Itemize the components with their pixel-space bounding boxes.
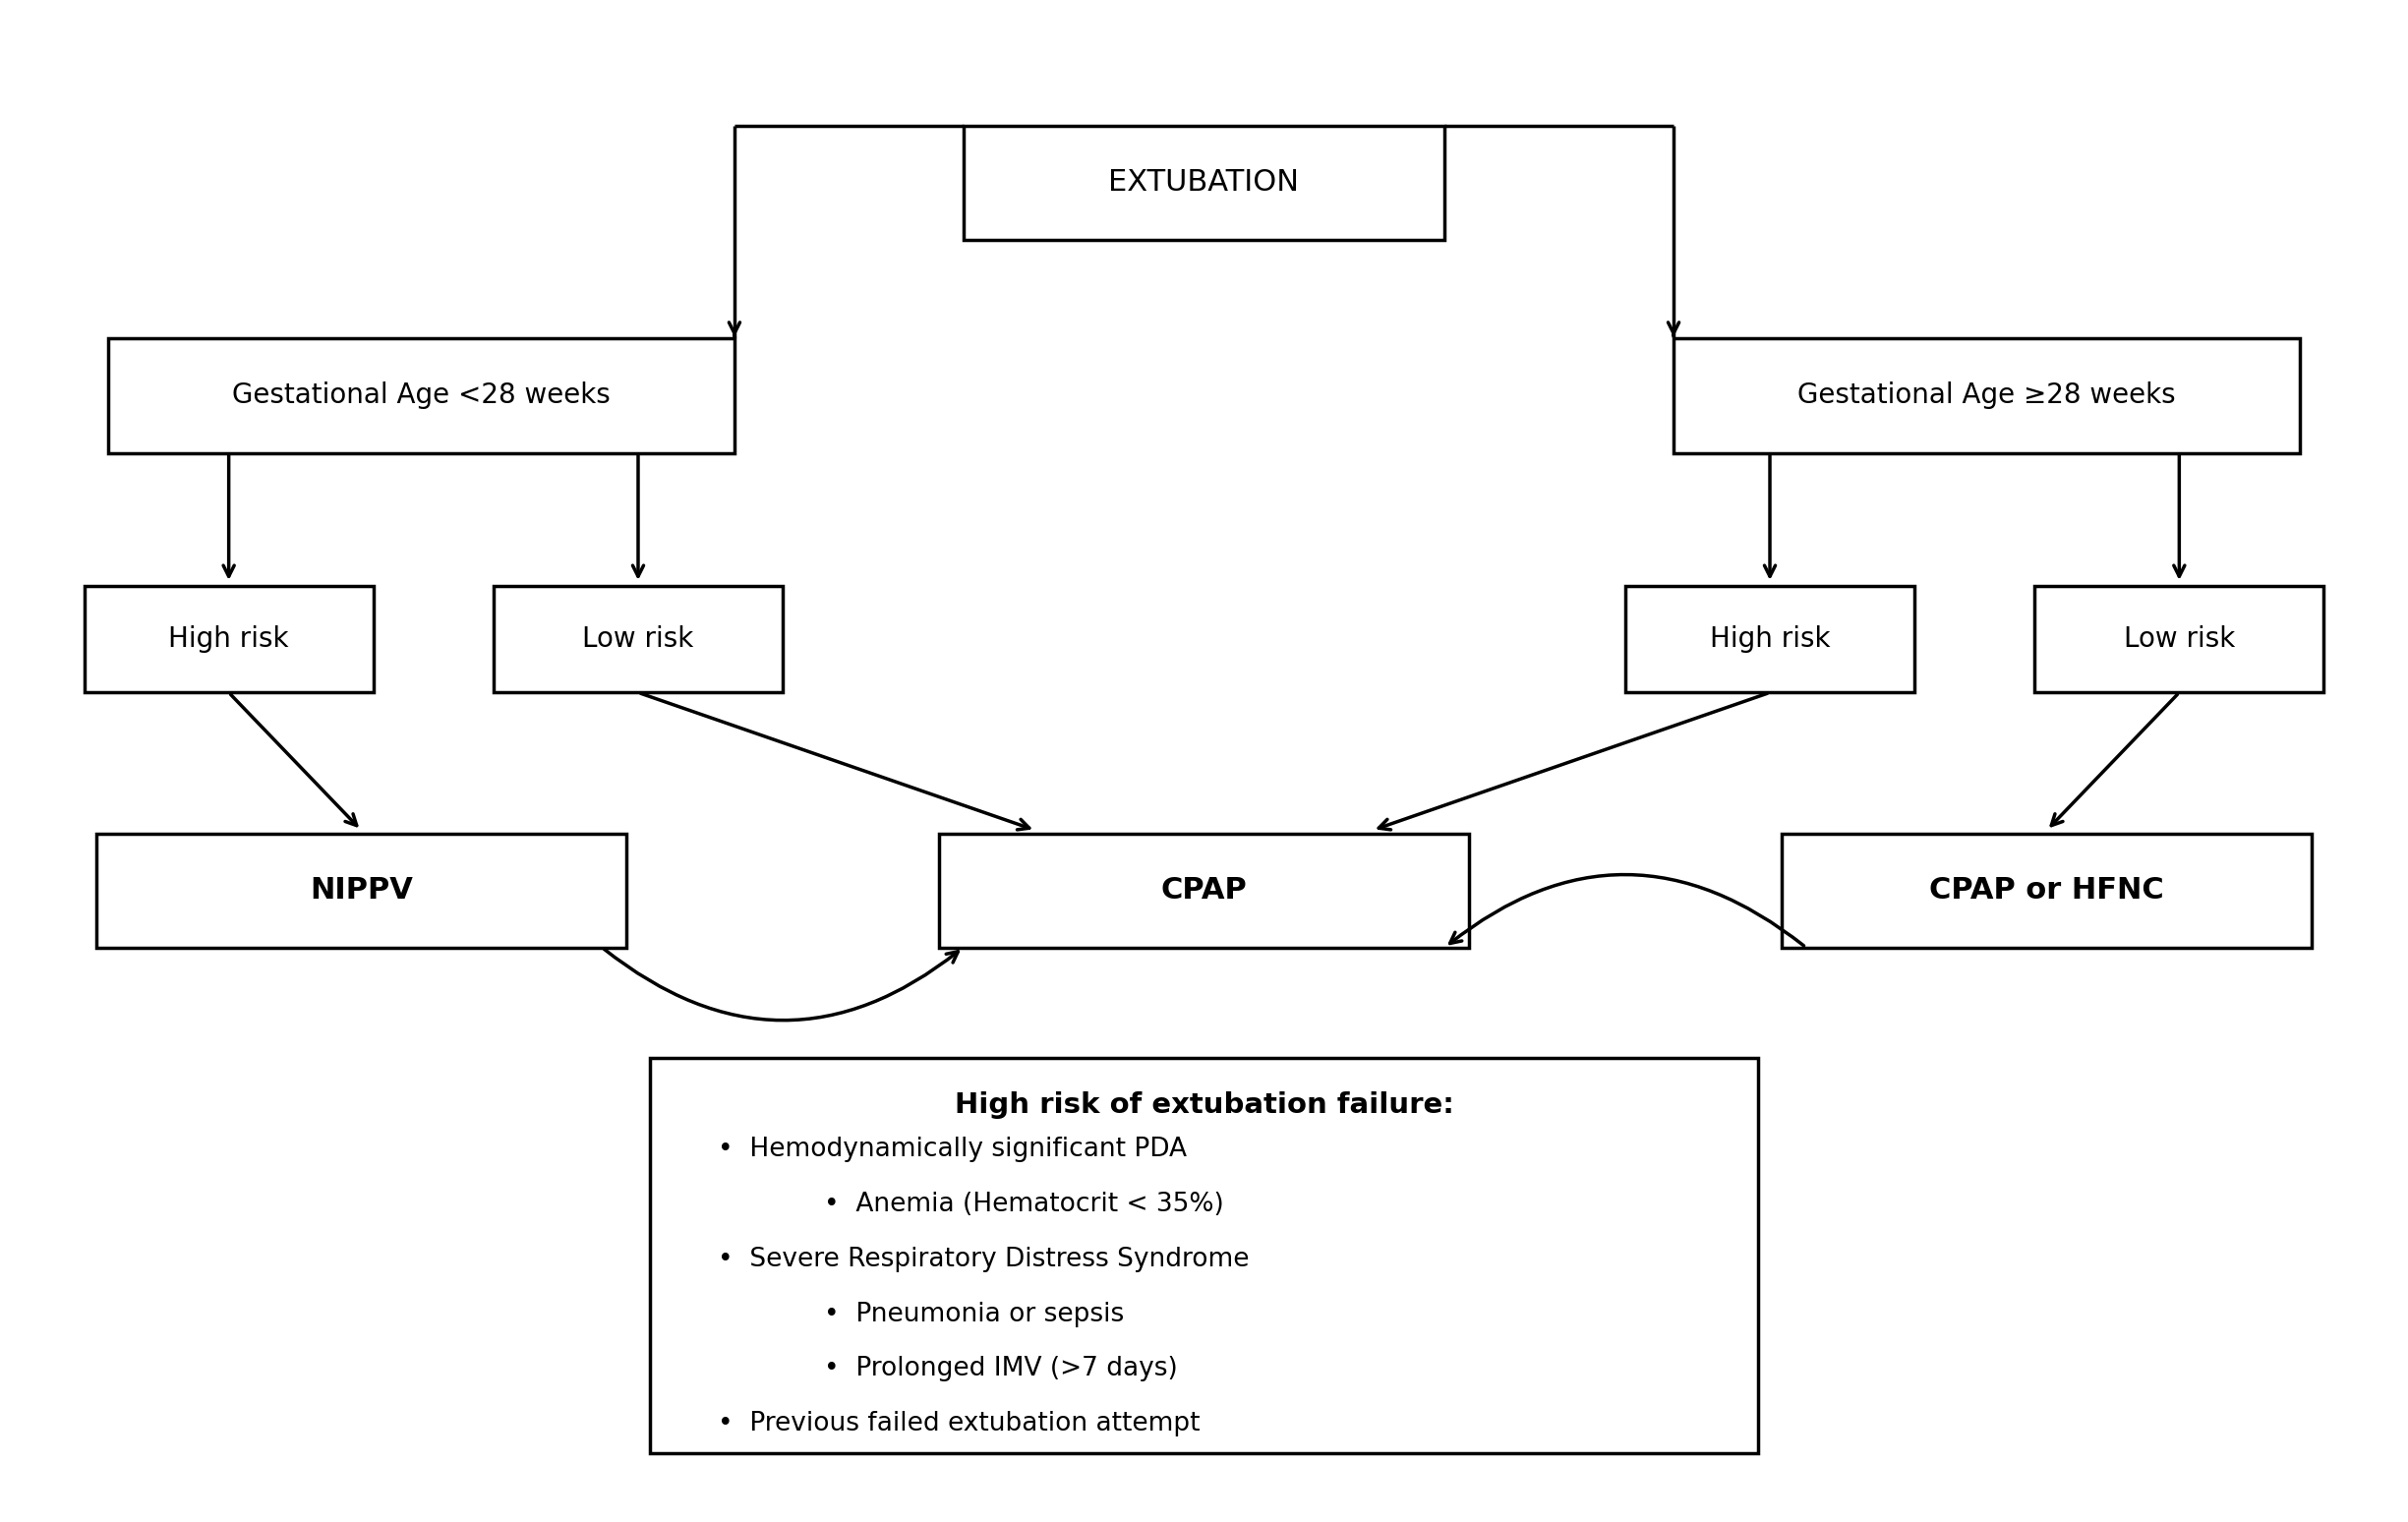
FancyBboxPatch shape xyxy=(494,586,783,693)
FancyBboxPatch shape xyxy=(963,126,1445,239)
FancyBboxPatch shape xyxy=(1625,586,1914,693)
FancyBboxPatch shape xyxy=(650,1058,1758,1454)
Text: Gestational Age <28 weeks: Gestational Age <28 weeks xyxy=(231,382,612,409)
Text: •  Hemodynamically significant PDA: • Hemodynamically significant PDA xyxy=(718,1137,1187,1163)
Text: •  Prolonged IMV (>7 days): • Prolonged IMV (>7 days) xyxy=(824,1356,1178,1382)
Text: CPAP or HFNC: CPAP or HFNC xyxy=(1929,877,2165,904)
Text: Gestational Age ≥28 weeks: Gestational Age ≥28 weeks xyxy=(1796,382,2177,409)
Text: High risk: High risk xyxy=(169,626,289,653)
FancyBboxPatch shape xyxy=(96,834,626,947)
FancyBboxPatch shape xyxy=(939,834,1469,947)
FancyBboxPatch shape xyxy=(84,586,373,693)
Text: NIPPV: NIPPV xyxy=(311,877,412,904)
Text: •  Previous failed extubation attempt: • Previous failed extubation attempt xyxy=(718,1411,1199,1437)
Text: Low risk: Low risk xyxy=(2124,626,2235,653)
Text: EXTUBATION: EXTUBATION xyxy=(1108,169,1300,196)
Text: •  Pneumonia or sepsis: • Pneumonia or sepsis xyxy=(824,1301,1125,1327)
Text: •  Anemia (Hematocrit < 35%): • Anemia (Hematocrit < 35%) xyxy=(824,1192,1223,1218)
Text: •  Severe Respiratory Distress Syndrome: • Severe Respiratory Distress Syndrome xyxy=(718,1247,1250,1272)
FancyBboxPatch shape xyxy=(108,339,734,454)
FancyBboxPatch shape xyxy=(2035,586,2324,693)
Text: High risk of extubation failure:: High risk of extubation failure: xyxy=(954,1091,1454,1119)
Text: CPAP: CPAP xyxy=(1161,877,1247,904)
Text: Low risk: Low risk xyxy=(583,626,694,653)
FancyBboxPatch shape xyxy=(1782,834,2312,947)
FancyBboxPatch shape xyxy=(1674,339,2300,454)
Text: High risk: High risk xyxy=(1710,626,1830,653)
